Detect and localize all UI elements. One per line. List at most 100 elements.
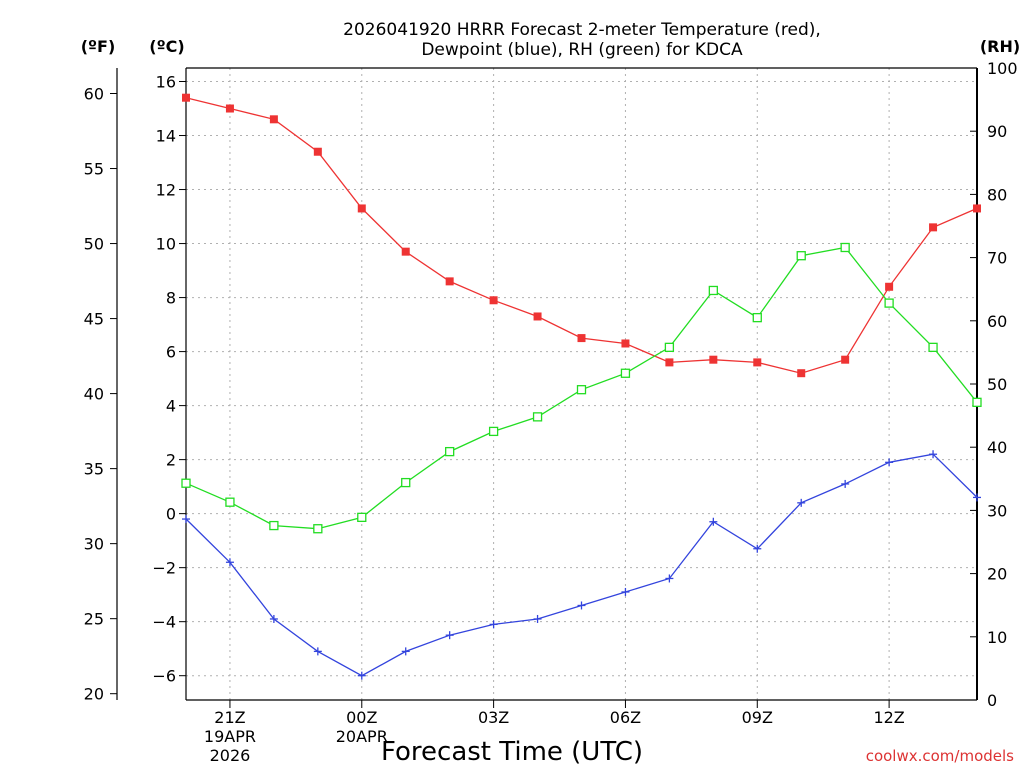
rh-point: [269, 520, 279, 531]
rh-tick-label: 60: [987, 312, 1007, 331]
x-tick-date-label: 19APR: [204, 727, 256, 746]
temperature-point: [753, 358, 762, 367]
temperature-point: [577, 334, 586, 343]
temperature-point: [709, 355, 718, 364]
fahrenheit-tick-label: 50: [84, 235, 104, 254]
fahrenheit-tick-label: 40: [84, 385, 104, 404]
rh-tick-label: 40: [987, 438, 1007, 457]
celsius-tick-label: 4: [166, 397, 176, 416]
temperature-point: [445, 277, 454, 286]
rh-tick-label: 80: [987, 185, 1007, 204]
x-tick-label: 09Z: [742, 708, 773, 727]
rh-point: [576, 385, 587, 395]
x-axis-title: Forecast Time (UTC): [381, 737, 643, 767]
rh-tick-label: 100: [987, 59, 1018, 78]
celsius-tick-label: 10: [156, 235, 176, 254]
dewpoint-point: [885, 458, 894, 467]
fahrenheit-unit-label: (ºF): [81, 37, 116, 56]
fahrenheit-tick-label: 45: [84, 310, 104, 329]
temperature-point: [401, 247, 410, 256]
celsius-tick-label: 8: [166, 289, 176, 308]
dewpoint-point: [841, 479, 850, 488]
temperature-point: [797, 369, 806, 378]
rh-tick-label: 70: [987, 249, 1007, 268]
dewpoint-point: [797, 498, 806, 507]
credit-label: coolwx.com/models: [866, 747, 1014, 765]
temperature-point: [357, 204, 366, 213]
temperature-point: [841, 355, 850, 364]
dewpoint-series-line: [185, 453, 978, 677]
celsius-tick-label: −4: [152, 613, 176, 632]
celsius-tick-label: 12: [156, 181, 176, 200]
chart-title-line-1: 2026041920 HRRR Forecast 2-meter Tempera…: [343, 20, 821, 40]
rh-point: [708, 285, 718, 296]
temperature-point: [182, 93, 190, 102]
rh-point: [796, 251, 806, 261]
rh-point: [840, 242, 850, 253]
dewpoint-point: [929, 450, 938, 459]
dewpoint-point: [577, 601, 586, 610]
rh-point: [181, 478, 191, 488]
celsius-tick-label: −6: [152, 667, 176, 686]
dewpoint-point: [665, 574, 674, 583]
temperature-point: [313, 147, 322, 156]
dewpoint-point: [313, 647, 322, 656]
fahrenheit-tick-label: 30: [84, 535, 104, 554]
temperature-point: [489, 296, 498, 305]
dewpoint-point: [753, 544, 762, 553]
temperature-point: [665, 358, 674, 367]
celsius-tick-label: −2: [152, 559, 176, 578]
celsius-unit-label: (ºC): [149, 37, 184, 56]
temperature-point: [225, 104, 234, 113]
celsius-tick-label: 0: [166, 505, 176, 524]
dewpoint-point: [269, 614, 278, 623]
series: [181, 93, 982, 680]
fahrenheit-tick-label: 35: [84, 460, 104, 479]
temperature-series-line: [185, 97, 978, 374]
fahrenheit-tick-label: 60: [84, 85, 104, 104]
rh-point: [445, 446, 455, 457]
axes: −6 −4 −2 0 2 4 6 8 10 12 14 16 20 25 30 35 40 45 50 55 60 0 10…: [84, 59, 1018, 765]
x-tick-label: 12Z: [873, 708, 904, 727]
dewpoint-point: [621, 587, 630, 596]
temperature-point: [269, 115, 278, 124]
rh-point: [313, 524, 323, 534]
rh-point: [357, 512, 367, 523]
rh-point: [928, 342, 938, 352]
dewpoint-point: [225, 558, 234, 567]
fahrenheit-tick-label: 55: [84, 160, 104, 179]
rh-point: [972, 397, 982, 407]
x-tick-date-label: 20APR: [336, 727, 388, 746]
rh-point: [664, 342, 675, 352]
celsius-tick-label: 16: [156, 73, 176, 92]
rh-unit-label: (RH): [980, 37, 1020, 56]
dewpoint-point: [445, 631, 454, 640]
fahrenheit-tick-label: 25: [84, 610, 104, 629]
rh-point: [884, 298, 894, 308]
x-tick-label: 03Z: [478, 708, 509, 727]
rh-point: [488, 426, 499, 437]
rh-point: [401, 477, 411, 488]
temperature-point: [973, 204, 981, 213]
rh-tick-label: 50: [987, 375, 1007, 394]
dewpoint-point: [182, 515, 190, 524]
temperature-point: [885, 282, 894, 291]
rh-point: [532, 412, 543, 422]
rh-tick-label: 30: [987, 501, 1007, 520]
dewpoint-point: [709, 517, 718, 526]
temperature-point: [929, 223, 938, 232]
temperature-point: [621, 339, 630, 348]
temperature-point: [533, 312, 542, 321]
x-tick-year-label: 2026: [210, 746, 251, 765]
dewpoint-point: [401, 647, 410, 656]
fahrenheit-tick-label: 20: [84, 685, 104, 704]
rh-tick-label: 90: [987, 122, 1007, 141]
celsius-tick-label: 6: [166, 343, 176, 362]
dewpoint-point: [357, 671, 366, 680]
rh-point: [620, 368, 631, 378]
x-tick-label: 06Z: [610, 708, 641, 727]
rh-point: [752, 312, 762, 323]
rh-point: [225, 497, 235, 507]
rh-tick-label: 20: [987, 565, 1007, 584]
chart-title-line-2: Dewpoint (blue), RH (green) for KDCA: [421, 40, 743, 60]
